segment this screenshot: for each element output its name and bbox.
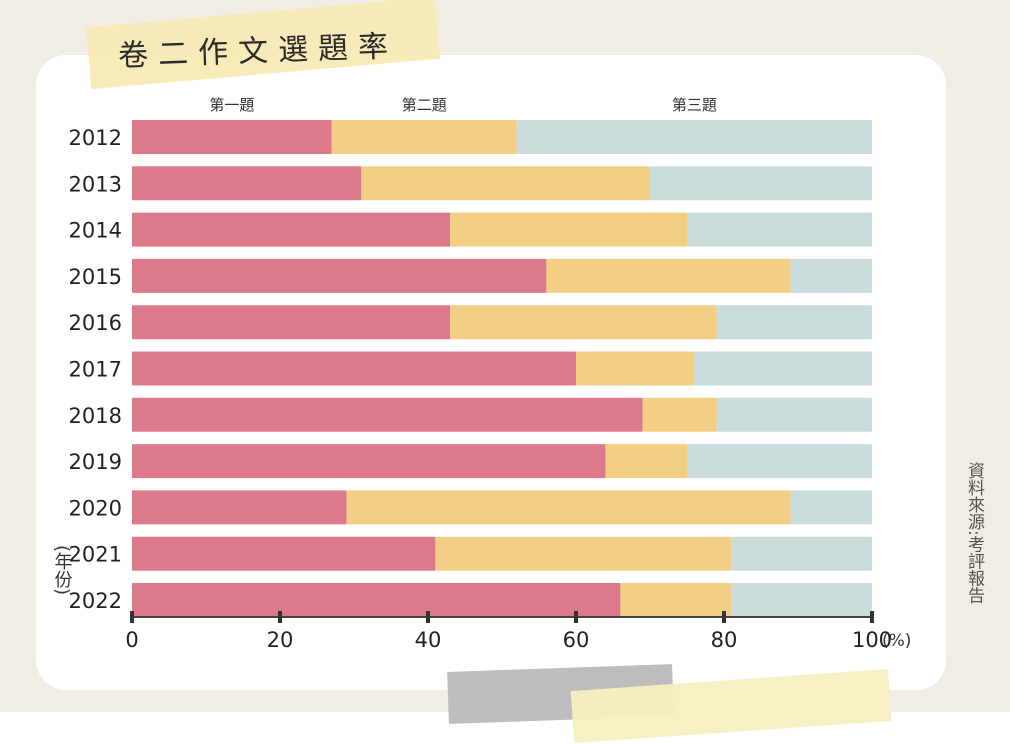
bar-2021-series-1 (132, 536, 436, 571)
bar-2016-series-1 (132, 305, 451, 340)
y-tick-label-2015: 2015 (69, 265, 122, 289)
bar-2017-series-3 (694, 351, 872, 386)
x-tick-mark-100 (870, 611, 874, 623)
bar-2018-series-2 (642, 397, 717, 432)
bar-2022-series-1 (132, 583, 621, 617)
bar-2014-series-1 (132, 212, 451, 247)
bar-2014-series-2 (450, 212, 687, 247)
bar-2012-series-2 (331, 120, 517, 154)
y-axis-label: (年份) (52, 545, 73, 595)
bar-2021-series-2 (435, 536, 732, 571)
x-tick-label-20: 20 (267, 628, 294, 652)
bar-2020-series-1 (132, 490, 347, 525)
bar-2018-series-3 (716, 397, 872, 432)
bar-2017-series-2 (576, 351, 695, 386)
x-tick-label-100: 100 (852, 628, 892, 652)
x-tick-label-0: 0 (125, 628, 138, 652)
bar-2015-series-2 (546, 258, 791, 293)
source-note: 資料來源:考評報告 (964, 462, 984, 604)
bar-2012-series-1 (132, 120, 332, 154)
bar-2021-series-3 (731, 536, 872, 571)
bar-2012-series-3 (516, 120, 872, 154)
bar-2015-series-1 (132, 258, 547, 293)
legend-label-2: 第二題 (402, 96, 447, 114)
bar-2013-series-1 (132, 166, 362, 201)
x-tick-mark-40 (426, 611, 430, 623)
bar-2016-series-3 (716, 305, 872, 340)
y-tick-label-2018: 2018 (69, 404, 122, 428)
x-tick-label-40: 40 (415, 628, 442, 652)
x-axis-label: (%) (882, 631, 911, 651)
y-tick-label-2012: 2012 (69, 126, 122, 150)
bar-2019-series-2 (605, 444, 687, 479)
bar-2017-series-1 (132, 351, 576, 386)
y-tick-label-2019: 2019 (69, 450, 122, 474)
bar-2019-series-1 (132, 444, 606, 479)
y-tick-label-2013: 2013 (69, 172, 122, 196)
bar-2013-series-2 (361, 166, 650, 201)
bar-2018-series-1 (132, 397, 643, 432)
x-tick-label-60: 60 (563, 628, 590, 652)
bar-2020-series-3 (790, 490, 872, 525)
bar-2016-series-2 (450, 305, 717, 340)
y-tick-label-2020: 2020 (69, 496, 122, 520)
y-tick-label-2022: 2022 (69, 589, 122, 613)
x-tick-mark-0 (130, 611, 134, 623)
bar-2014-series-3 (687, 212, 872, 247)
x-tick-mark-80 (722, 611, 726, 623)
bar-2019-series-3 (687, 444, 872, 479)
y-tick-label-2014: 2014 (69, 219, 122, 243)
y-tick-label-2021: 2021 (69, 543, 122, 567)
y-tick-label-2016: 2016 (69, 311, 122, 335)
legend-label-1: 第一題 (209, 96, 254, 114)
x-tick-mark-60 (574, 611, 578, 623)
bar-2022-series-3 (731, 583, 872, 617)
bar-2015-series-3 (790, 258, 872, 293)
y-tick-label-2017: 2017 (69, 358, 122, 382)
x-tick-label-80: 80 (711, 628, 738, 652)
bar-2020-series-2 (346, 490, 791, 525)
bar-2022-series-2 (620, 583, 732, 617)
x-tick-mark-20 (278, 611, 282, 623)
bar-2013-series-3 (650, 166, 872, 201)
legend-label-3: 第三題 (672, 96, 717, 114)
